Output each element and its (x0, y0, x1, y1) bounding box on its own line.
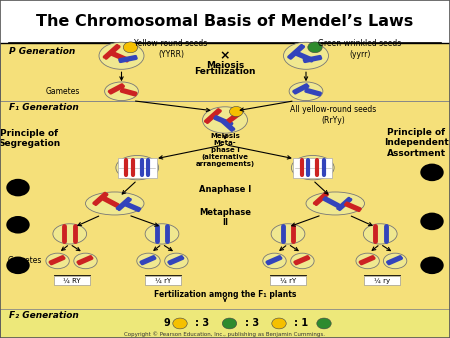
Text: ¼ rY: ¼ rY (280, 277, 296, 284)
Text: Yellow-round seeds
(YYRR): Yellow-round seeds (YYRR) (135, 39, 207, 59)
Ellipse shape (291, 253, 314, 269)
FancyBboxPatch shape (0, 309, 450, 338)
Ellipse shape (364, 224, 397, 244)
Text: 3: 3 (14, 260, 22, 270)
Ellipse shape (86, 192, 144, 215)
Ellipse shape (165, 253, 188, 269)
Ellipse shape (105, 82, 139, 101)
Ellipse shape (306, 192, 364, 215)
FancyBboxPatch shape (0, 43, 450, 101)
Ellipse shape (53, 224, 86, 244)
Text: Principle of
Independent
Assortment: Principle of Independent Assortment (384, 128, 449, 158)
Text: Metaphase
II: Metaphase II (199, 208, 251, 227)
Text: : 3: : 3 (195, 318, 210, 329)
Text: Green-wrinkled seeds
(yyrr): Green-wrinkled seeds (yyrr) (319, 39, 401, 59)
FancyBboxPatch shape (145, 276, 181, 285)
Text: Fertilization: Fertilization (194, 68, 256, 76)
Text: F₂ Generation: F₂ Generation (9, 311, 79, 320)
Ellipse shape (271, 224, 305, 244)
Text: P Generation: P Generation (9, 47, 75, 56)
Text: 2: 2 (428, 216, 436, 226)
Ellipse shape (145, 224, 179, 244)
Text: : 1: : 1 (294, 318, 309, 329)
Ellipse shape (356, 253, 379, 269)
Text: Meiosis: Meiosis (206, 62, 244, 70)
Ellipse shape (137, 253, 160, 269)
Ellipse shape (383, 253, 407, 269)
Ellipse shape (284, 42, 328, 69)
FancyBboxPatch shape (0, 0, 450, 43)
Text: ¼ rY: ¼ rY (155, 277, 171, 284)
Text: 9: 9 (163, 318, 170, 329)
Text: Fertilization among the F₁ plants: Fertilization among the F₁ plants (154, 290, 296, 299)
Text: Meiosis
Meta-
phase I
(alternative
arrangements): Meiosis Meta- phase I (alternative arran… (195, 134, 255, 167)
Ellipse shape (46, 253, 69, 269)
FancyBboxPatch shape (118, 158, 157, 178)
Text: ×: × (220, 49, 230, 62)
Text: Gametes: Gametes (46, 87, 80, 96)
Text: All yellow-round seeds
(RrYy): All yellow-round seeds (RrYy) (290, 105, 376, 125)
Text: Copyright © Pearson Education, Inc., publishing as Benjamin Cummings.: Copyright © Pearson Education, Inc., pub… (125, 332, 325, 337)
Ellipse shape (116, 155, 158, 180)
Circle shape (420, 164, 444, 181)
Circle shape (123, 42, 138, 53)
FancyBboxPatch shape (270, 276, 306, 285)
Circle shape (6, 179, 30, 196)
Ellipse shape (263, 253, 286, 269)
Text: The Chromosomal Basis of Mendel’s Laws: The Chromosomal Basis of Mendel’s Laws (36, 14, 414, 29)
Circle shape (6, 216, 30, 234)
Ellipse shape (99, 42, 144, 69)
Text: : 3: : 3 (245, 318, 259, 329)
Text: Anaphase I: Anaphase I (199, 185, 251, 194)
Ellipse shape (202, 107, 248, 133)
Circle shape (6, 257, 30, 274)
Ellipse shape (292, 155, 334, 180)
Circle shape (272, 318, 286, 329)
Text: ¼ ry: ¼ ry (374, 277, 390, 284)
Text: 3: 3 (428, 260, 436, 270)
Ellipse shape (289, 82, 323, 101)
Circle shape (308, 42, 322, 53)
Circle shape (420, 213, 444, 230)
Text: ¼ RY: ¼ RY (63, 277, 81, 284)
Circle shape (420, 257, 444, 274)
Text: Gametes: Gametes (8, 257, 42, 265)
Text: 2: 2 (14, 220, 22, 230)
Text: 1: 1 (14, 183, 22, 193)
Circle shape (222, 318, 237, 329)
FancyBboxPatch shape (364, 276, 400, 285)
Ellipse shape (74, 253, 97, 269)
FancyBboxPatch shape (54, 276, 90, 285)
Circle shape (317, 318, 331, 329)
Text: Principle of
Segregation: Principle of Segregation (0, 129, 60, 148)
Circle shape (173, 318, 187, 329)
Text: 1: 1 (428, 167, 436, 177)
Text: F₁ Generation: F₁ Generation (9, 103, 79, 112)
FancyBboxPatch shape (293, 158, 332, 178)
Circle shape (230, 106, 243, 117)
